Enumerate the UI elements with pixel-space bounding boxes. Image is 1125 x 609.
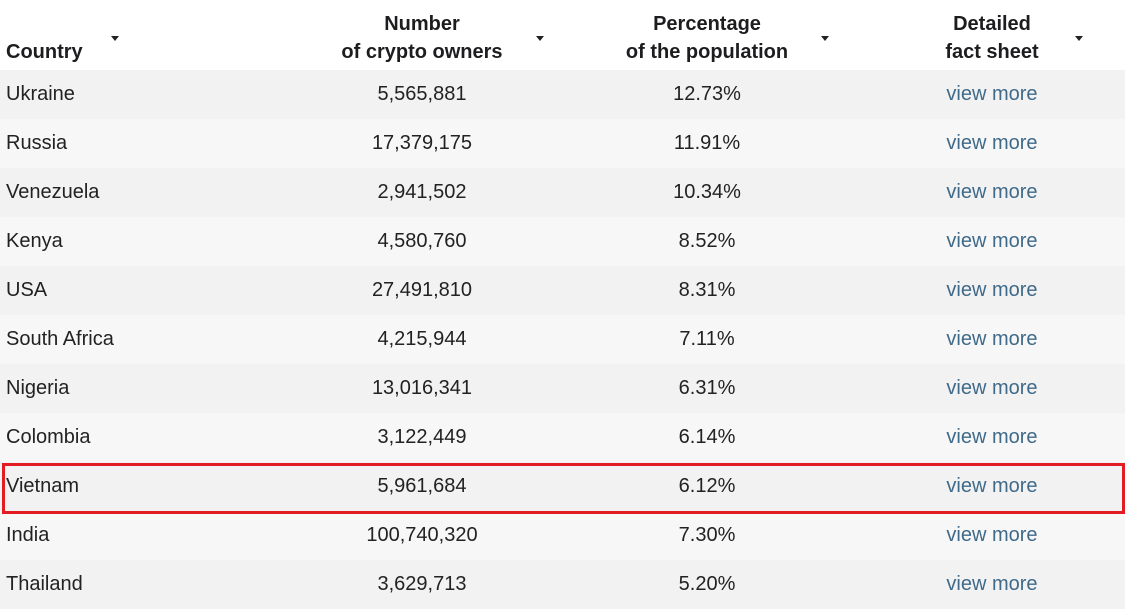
cell-owners: 4,215,944 xyxy=(377,328,467,350)
cell-percentage: 8.52% xyxy=(678,230,736,252)
table-row: Colombia 3,122,449 6.14% view more xyxy=(0,413,1125,462)
table-body: Ukraine 5,565,881 12.73% view more Russi… xyxy=(0,70,1125,609)
cell-owners: 100,740,320 xyxy=(366,524,478,546)
cell-country: Venezuela xyxy=(6,181,100,203)
cell-country: South Africa xyxy=(6,328,114,350)
header-owners[interactable]: Number of crypto owners xyxy=(260,10,584,66)
header-country-label: Country xyxy=(6,41,83,63)
cell-country: Russia xyxy=(6,132,68,154)
cell-percentage: 6.12% xyxy=(678,475,736,497)
cell-country: Ukraine xyxy=(6,83,75,105)
table-row: Ukraine 5,565,881 12.73% view more xyxy=(0,70,1125,119)
cell-owners: 3,629,713 xyxy=(377,573,467,595)
cell-owners: 13,016,341 xyxy=(371,377,473,399)
header-owners-line1: Number xyxy=(384,13,460,35)
table-row-highlighted: Vietnam 5,961,684 6.12% view more xyxy=(0,462,1125,511)
header-pct-line1: Percentage xyxy=(653,13,761,35)
cell-owners: 4,580,760 xyxy=(377,230,467,252)
table-row: Nigeria 13,016,341 6.31% view more xyxy=(0,364,1125,413)
cell-country: Nigeria xyxy=(6,377,70,399)
cell-owners: 2,941,502 xyxy=(377,181,467,203)
header-owners-line2: of crypto owners xyxy=(341,41,503,63)
cell-owners: 27,491,810 xyxy=(371,279,473,301)
cell-percentage: 7.30% xyxy=(678,524,736,546)
cell-percentage: 6.14% xyxy=(678,426,736,448)
table-row: Kenya 4,580,760 8.52% view more xyxy=(0,217,1125,266)
view-more-link[interactable]: view more xyxy=(946,426,1038,448)
sort-owners-icon[interactable] xyxy=(536,36,544,41)
cell-percentage: 10.34% xyxy=(673,181,741,203)
cell-percentage: 12.73% xyxy=(673,83,741,105)
sort-country-icon[interactable] xyxy=(111,36,119,41)
cell-percentage: 6.31% xyxy=(678,377,736,399)
header-fact-line2: fact sheet xyxy=(945,41,1039,63)
view-more-link[interactable]: view more xyxy=(946,230,1038,252)
table-row: Thailand 3,629,713 5.20% view more xyxy=(0,560,1125,609)
view-more-link[interactable]: view more xyxy=(946,524,1038,546)
cell-country: USA xyxy=(6,279,48,301)
cell-country: Colombia xyxy=(6,426,91,448)
table-row: USA 27,491,810 8.31% view more xyxy=(0,266,1125,315)
table-header: Country Number of crypto owners Percenta… xyxy=(0,0,1125,70)
cell-owners: 5,961,684 xyxy=(377,475,467,497)
header-country[interactable]: Country xyxy=(6,38,83,66)
cell-percentage: 5.20% xyxy=(678,573,736,595)
view-more-link[interactable]: view more xyxy=(946,181,1038,203)
view-more-link[interactable]: view more xyxy=(946,573,1038,595)
sort-fact-sheet-icon[interactable] xyxy=(1075,36,1083,41)
table-row: Russia 17,379,175 11.91% view more xyxy=(0,119,1125,168)
cell-owners: 3,122,449 xyxy=(377,426,467,448)
header-pct-line2: of the population xyxy=(625,41,789,63)
cell-country: Kenya xyxy=(6,230,63,252)
view-more-link[interactable]: view more xyxy=(946,83,1038,105)
cell-country: India xyxy=(6,524,50,546)
table-row: Venezuela 2,941,502 10.34% view more xyxy=(0,168,1125,217)
view-more-link[interactable]: view more xyxy=(946,279,1038,301)
view-more-link[interactable]: view more xyxy=(946,377,1038,399)
table-row: South Africa 4,215,944 7.11% view more xyxy=(0,315,1125,364)
cell-country: Vietnam xyxy=(6,475,80,497)
cell-country: Thailand xyxy=(6,573,83,595)
view-more-link[interactable]: view more xyxy=(946,475,1038,497)
cell-owners: 17,379,175 xyxy=(371,132,473,154)
view-more-link[interactable]: view more xyxy=(946,328,1038,350)
cell-percentage: 7.11% xyxy=(679,328,735,350)
sort-percentage-icon[interactable] xyxy=(821,36,829,41)
cell-percentage: 8.31% xyxy=(678,279,736,301)
cell-percentage: 11.91% xyxy=(673,132,741,154)
cell-owners: 5,565,881 xyxy=(377,83,467,105)
header-percentage[interactable]: Percentage of the population xyxy=(555,10,859,66)
header-fact-sheet[interactable]: Detailed fact sheet xyxy=(840,10,1125,66)
view-more-link[interactable]: view more xyxy=(946,132,1038,154)
table-row: India 100,740,320 7.30% view more xyxy=(0,511,1125,560)
header-fact-line1: Detailed xyxy=(953,13,1031,35)
